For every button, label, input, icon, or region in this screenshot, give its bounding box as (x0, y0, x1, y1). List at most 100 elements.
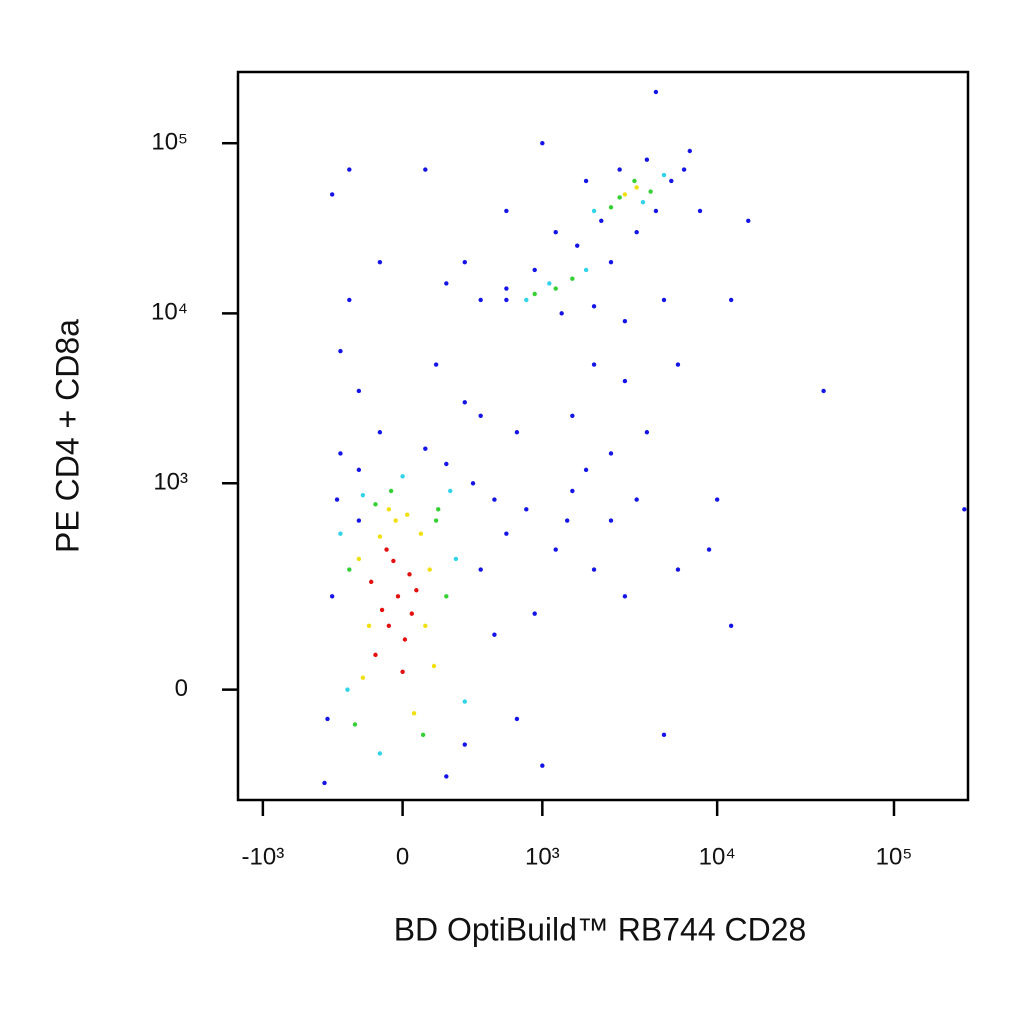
point (366, 623, 372, 628)
point (746, 218, 751, 224)
point (433, 362, 439, 367)
point (514, 430, 520, 435)
y-tick-label: 0 (175, 675, 188, 702)
point (675, 567, 681, 572)
point (377, 259, 383, 265)
point (453, 556, 459, 562)
point (714, 497, 720, 502)
point (570, 276, 575, 281)
point (617, 195, 622, 200)
point (492, 632, 497, 637)
point (384, 547, 389, 552)
point (345, 687, 350, 692)
x-tick-label: 10³ (525, 843, 560, 870)
point (653, 208, 659, 214)
point (433, 518, 439, 523)
point (532, 291, 537, 297)
point (347, 297, 352, 303)
point (325, 716, 330, 722)
x-tick-label: 10⁵ (876, 843, 913, 870)
point (632, 178, 637, 184)
point (395, 594, 401, 599)
point (591, 567, 597, 572)
point (547, 281, 552, 286)
point (706, 547, 712, 552)
point (622, 192, 628, 197)
point (608, 259, 614, 265)
point (524, 507, 529, 512)
point (478, 297, 483, 303)
point (329, 192, 335, 197)
point (583, 467, 589, 473)
point (360, 675, 366, 680)
point (583, 267, 589, 273)
point (347, 567, 352, 572)
point (669, 178, 674, 184)
point (553, 286, 558, 291)
point (386, 623, 392, 628)
point (393, 518, 398, 523)
y-axis-label: PE CD4 + CD8a (49, 319, 85, 553)
plot-frame (236, 70, 970, 802)
x-tick-label: 0 (396, 843, 409, 870)
point (821, 388, 826, 394)
point (436, 507, 441, 512)
point (532, 267, 537, 273)
point (591, 362, 597, 367)
point (334, 497, 340, 502)
point (407, 572, 412, 577)
point (728, 297, 734, 303)
point (356, 467, 362, 473)
point (329, 594, 335, 599)
point (462, 699, 467, 704)
x-axis-label: BD OptiBuild™ RB744 CD28 (394, 911, 807, 947)
point (575, 243, 580, 248)
point (338, 531, 343, 536)
point (423, 446, 428, 451)
point (687, 148, 692, 154)
point (514, 716, 520, 722)
point (591, 304, 597, 309)
point (322, 780, 327, 786)
point (338, 348, 343, 354)
point (599, 218, 604, 224)
point (697, 208, 703, 214)
point (504, 297, 509, 303)
point (504, 531, 509, 536)
point (553, 229, 558, 235)
y-tick-label: 10³ (153, 469, 188, 496)
point (431, 663, 437, 669)
point (648, 189, 653, 194)
point (617, 167, 622, 172)
point (418, 531, 424, 536)
point (377, 430, 383, 435)
point (373, 502, 378, 507)
point (470, 481, 476, 486)
point (409, 611, 415, 616)
point (360, 492, 366, 498)
point (405, 512, 410, 517)
point (492, 497, 497, 502)
point (634, 229, 639, 235)
point (504, 208, 509, 214)
y-tick-label: 10⁵ (151, 129, 188, 156)
point (462, 742, 467, 747)
point (661, 172, 667, 178)
point (728, 623, 734, 628)
points (322, 89, 967, 786)
x-tick-label: -10³ (242, 843, 285, 870)
point (661, 732, 667, 738)
point (444, 281, 449, 286)
point (478, 567, 483, 572)
point (368, 579, 374, 585)
point (540, 141, 545, 146)
point (414, 588, 419, 593)
point (591, 208, 597, 214)
point (622, 594, 628, 599)
point (356, 556, 362, 562)
point (532, 611, 537, 616)
point (444, 594, 449, 599)
point (427, 567, 432, 572)
